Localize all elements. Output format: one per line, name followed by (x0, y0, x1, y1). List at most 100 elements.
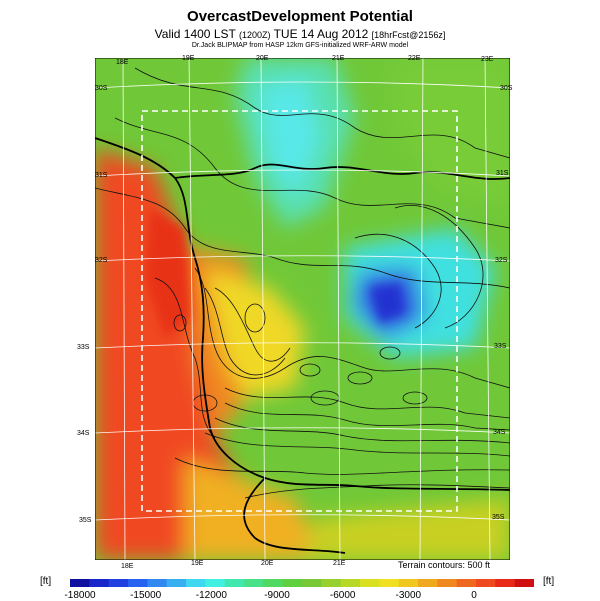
colorbar-step (398, 579, 419, 587)
parallel (95, 81, 510, 89)
valid-date: TUE 14 Aug 2012 (273, 27, 369, 41)
colorbar-step (379, 579, 400, 587)
parallel (95, 342, 510, 349)
terrain-note: Terrain contours: 500 ft (398, 560, 491, 570)
colorbar-tick-label: -9000 (264, 590, 290, 601)
meridian (336, 58, 341, 560)
colorbar-step (244, 579, 264, 587)
colorbar-step (186, 579, 206, 587)
colorbar-tick-label: -18000 (64, 590, 96, 601)
terrain-contour (214, 417, 510, 444)
field-south-yellow (185, 458, 325, 560)
terrain-contour (134, 67, 510, 159)
terrain-contour (214, 287, 291, 362)
left-lat-label: 35S (79, 517, 92, 524)
terrain-contour (379, 346, 401, 360)
terrain-contour (95, 187, 510, 289)
colorbar (70, 579, 534, 587)
terrain-contour (244, 303, 266, 333)
colorbar-step (263, 579, 284, 587)
field-southeast-yellow (305, 498, 510, 560)
colorbar-step (70, 579, 90, 587)
bottom-lon-label: 21E (333, 560, 346, 567)
colorbar-step (360, 579, 380, 587)
colorbar-unit-right: [ft] (543, 576, 555, 587)
colorbar-step (282, 579, 303, 587)
terrain-contour (204, 432, 510, 457)
left-lat-label: 34S (77, 430, 90, 437)
terrain-contour (114, 117, 510, 229)
colorbar-step (456, 579, 477, 587)
parallel (95, 514, 510, 521)
colorbar-tick-label: 0 (471, 590, 477, 601)
terrain-contour (299, 363, 321, 377)
top-lon-label: 21E (332, 55, 345, 62)
colorbar-step (476, 579, 496, 587)
meridian (484, 58, 491, 560)
meridian (260, 58, 266, 560)
terrain-contour (402, 391, 428, 405)
forecast-map (95, 58, 510, 560)
colorbar-tick-label: -12000 (195, 590, 227, 601)
colorbar-tick-label: -15000 (130, 590, 162, 601)
terrain-contour (173, 314, 187, 332)
meridian (188, 58, 196, 560)
terrain-contour (204, 287, 286, 376)
right-lat-label: 31S (496, 170, 509, 177)
colorbar-step (514, 579, 534, 587)
right-lat-label: 33S (494, 343, 507, 350)
graticule (95, 58, 510, 560)
colorbar-step (147, 579, 168, 587)
inner-domain-box (141, 110, 458, 512)
colorbar-unit-left: [ft] (40, 576, 52, 587)
colorbar-step (437, 579, 458, 587)
meridian (122, 58, 126, 560)
colorbar-step (340, 579, 361, 587)
coastline-west (95, 137, 510, 491)
colorbar-step (224, 579, 245, 587)
colorbar-tick-label: -3000 (395, 590, 422, 601)
terrain-contour (347, 371, 373, 385)
colorbar-step (166, 579, 187, 587)
terrain-contour (354, 233, 442, 329)
right-lat-label: 35S (492, 514, 505, 521)
top-lon-label: 23E (481, 56, 494, 63)
left-lat-label: 32S (95, 257, 108, 264)
top-lon-label: 20E (256, 55, 269, 62)
terrain-contour (154, 277, 216, 439)
valid-time: Valid 1400 LST (154, 27, 236, 41)
left-lat-label: 31S (95, 172, 108, 179)
colorbar-tick-label: -6000 (329, 590, 356, 601)
meridian (419, 58, 424, 560)
colorbar-step (205, 579, 226, 587)
terrain-contour (224, 402, 510, 431)
top-lon-label: 19E (182, 55, 195, 62)
field-west-red (95, 148, 245, 560)
colorbar-step (302, 579, 322, 587)
field-northeast-green (395, 58, 510, 208)
left-lat-label: 33S (77, 344, 90, 351)
forecast-info: [18hrFcst@2156z] (371, 30, 446, 40)
parallel (95, 255, 510, 262)
colorbar-step (495, 579, 516, 587)
top-lon-label: 18E (116, 59, 129, 66)
bottom-lon-label: 19E (191, 560, 204, 567)
colorbar-step (89, 579, 110, 587)
model-credits: Dr.Jack BLIPMAP from HASP 12km GFS-initi… (191, 42, 409, 49)
top-lon-label: 22E (408, 55, 421, 62)
terrain-contours (95, 67, 510, 499)
terrain-contour (174, 457, 510, 475)
right-lat-label: 30S (500, 85, 513, 92)
colorbar-step (418, 579, 438, 587)
colorbar-step (108, 579, 129, 587)
bottom-lon-label: 18E (121, 563, 134, 570)
colorbar-step (128, 579, 148, 587)
right-lat-label: 34S (493, 429, 506, 436)
map-subtitle: Valid 1400 LST (1200Z) TUE 14 Aug 2012 [… (0, 27, 600, 41)
coastline-south (243, 477, 346, 554)
map-title: OvercastDevelopment Potential (187, 8, 413, 25)
terrain-contour (194, 267, 510, 389)
right-lat-label: 32S (495, 257, 508, 264)
left-lat-label: 30S (95, 85, 108, 92)
colorbar-step (321, 579, 342, 587)
